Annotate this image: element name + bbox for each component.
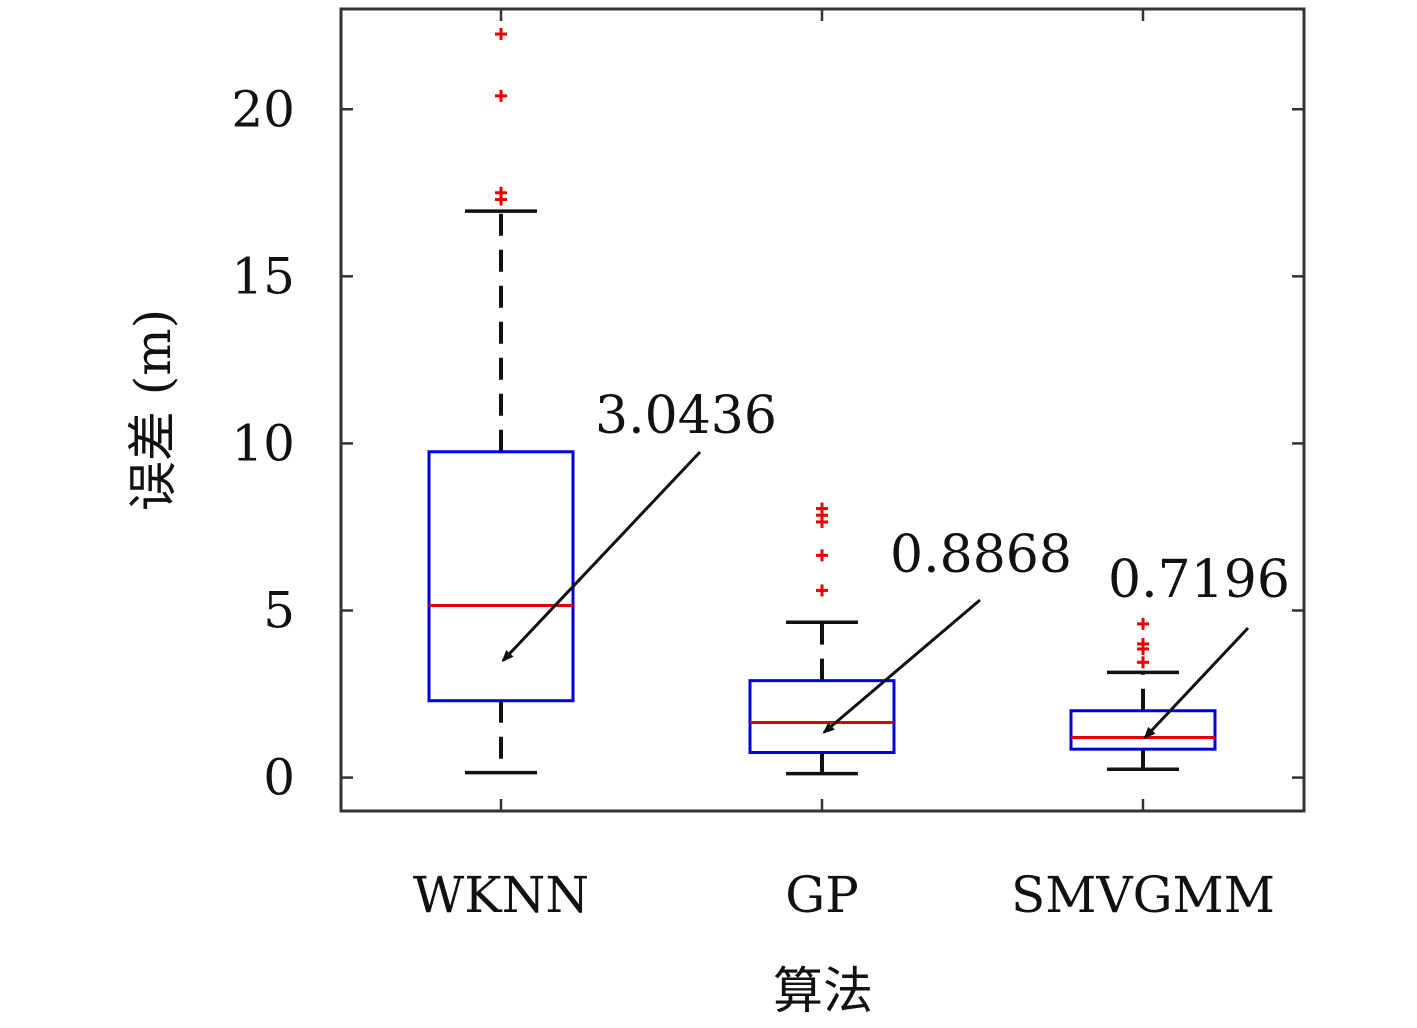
- y-axis-ticks: 0 5 10 15 20: [231, 80, 1304, 807]
- iqr-box: [1069, 709, 1217, 751]
- x-tick-label: SMVGMM: [1011, 866, 1275, 924]
- outlier-marker: [816, 502, 828, 515]
- x-axis-ticks: WKNN GP SMVGMM: [413, 9, 1275, 924]
- outlier-marker: [1137, 656, 1149, 669]
- box-smvgmm: [1069, 617, 1217, 771]
- iqr-box: [427, 450, 575, 703]
- x-tick-label: WKNN: [413, 866, 589, 924]
- outlier-marker: [816, 549, 828, 562]
- box-series: [427, 28, 1217, 776]
- outlier-marker: [816, 584, 828, 597]
- y-tick-label: 10: [231, 414, 295, 472]
- outlier-marker: [1137, 637, 1149, 650]
- y-tick-label: 5: [263, 582, 295, 640]
- y-tick-label: 20: [231, 80, 295, 138]
- box-gp: [748, 502, 896, 776]
- y-tick-label: 15: [231, 247, 295, 305]
- x-axis-label: 算法: [773, 962, 873, 1020]
- annotation-arrow: [1143, 626, 1250, 739]
- outlier-marker: [495, 186, 507, 199]
- outlier-marker: [495, 28, 507, 41]
- outlier-marker: [495, 89, 507, 102]
- outlier-marker: [1137, 617, 1149, 630]
- annotation-arrow: [501, 450, 702, 663]
- y-axis-label: 误差 (m): [124, 309, 182, 511]
- y-tick-label: 0: [263, 749, 295, 807]
- annotation-label: 3.0436: [595, 386, 777, 446]
- x-tick-label: GP: [785, 866, 859, 924]
- annotation-arrow: [822, 598, 981, 734]
- annotations: 3.0436 0.8868 0.7196: [501, 386, 1290, 739]
- box-wknn: [427, 28, 575, 775]
- annotation-label: 0.8868: [890, 525, 1072, 585]
- annotation-label: 0.7196: [1108, 550, 1290, 610]
